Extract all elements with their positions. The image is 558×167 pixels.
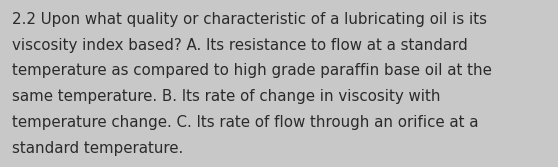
Text: same temperature. B. Its rate of change in viscosity with: same temperature. B. Its rate of change … [12,89,441,104]
Text: temperature as compared to high grade paraffin base oil at the: temperature as compared to high grade pa… [12,63,492,78]
Text: standard temperature.: standard temperature. [12,141,184,156]
Text: 2.2 Upon what quality or characteristic of a lubricating oil is its: 2.2 Upon what quality or characteristic … [12,12,487,27]
Text: viscosity index based? A. Its resistance to flow at a standard: viscosity index based? A. Its resistance… [12,38,468,53]
Text: temperature change. C. Its rate of flow through an orifice at a: temperature change. C. Its rate of flow … [12,115,479,130]
